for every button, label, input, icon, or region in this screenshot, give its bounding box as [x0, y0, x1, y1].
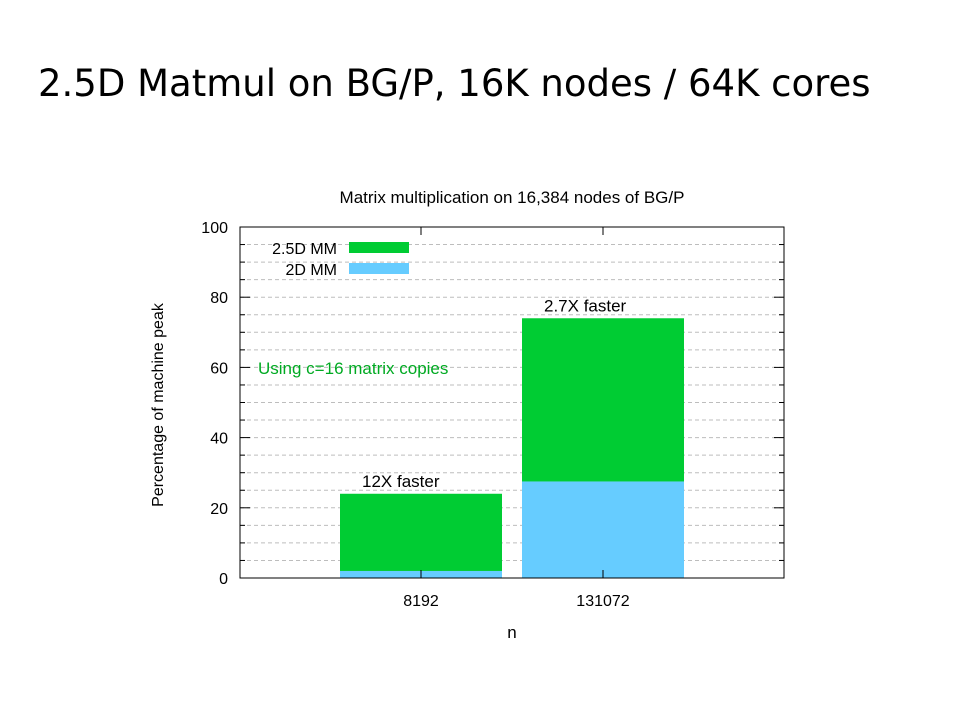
y-tick-label: 20 — [210, 501, 228, 518]
x-tick-label: 8192 — [403, 593, 439, 610]
x-axis-label: n — [507, 623, 516, 642]
bar-2.5d-mm — [340, 493, 502, 571]
y-tick-label: 80 — [210, 290, 228, 307]
bar-annotation: 12X faster — [362, 472, 440, 491]
bar-2.5d-mm — [522, 318, 684, 482]
y-tick-label: 100 — [201, 220, 228, 237]
y-tick-label: 40 — [210, 431, 228, 448]
plot-background — [240, 227, 784, 578]
y-tick-label: 60 — [210, 360, 228, 377]
slide-title: 2.5D Matmul on BG/P, 16K nodes / 64K cor… — [38, 62, 871, 105]
legend-swatch — [349, 242, 409, 253]
y-tick-label: 0 — [219, 571, 228, 588]
chart-note: Using c=16 matrix copies — [258, 359, 448, 378]
bar-2d-mm — [522, 481, 684, 578]
legend-swatch — [349, 263, 409, 274]
chart-title: Matrix multiplication on 16,384 nodes of… — [340, 188, 685, 207]
x-tick-label: 131072 — [576, 593, 629, 610]
plot-frame — [239, 226, 785, 579]
y-axis-label: Percentage of machine peak — [150, 302, 167, 507]
plot-area: 0 20 40 60 80 100 8192 12X faster 131072 2.7X fas… — [201, 220, 785, 610]
bar-annotation: 2.7X faster — [544, 296, 627, 315]
legend-label: 2.5D MM — [272, 241, 337, 258]
legend-label: 2D MM — [285, 262, 337, 279]
